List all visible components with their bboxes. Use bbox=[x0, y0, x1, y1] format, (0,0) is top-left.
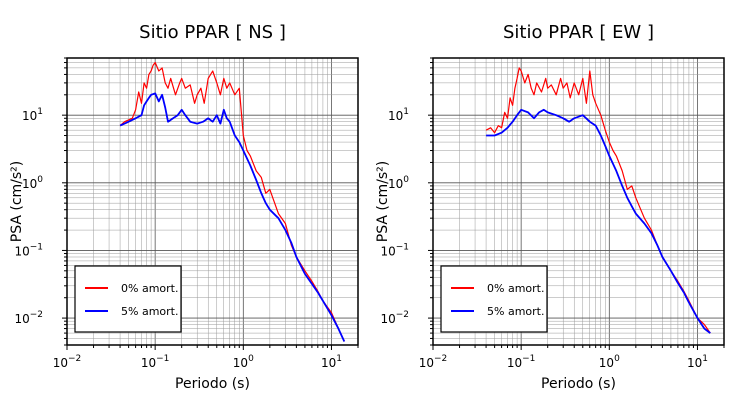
legend: 0% amort. 5% amort. bbox=[440, 265, 548, 333]
legend-box bbox=[440, 265, 548, 333]
legend-label: 5% amort. bbox=[121, 305, 178, 318]
plot-frame bbox=[432, 57, 725, 346]
chart-panel-2: 10−2 10−1 100 101 10−2 10−1 100 101 Sitio PPAR [… bbox=[375, 22, 725, 392]
legend: 0% amort. 5% amort. bbox=[74, 265, 182, 333]
y-tick-label: 10−1 bbox=[380, 242, 409, 258]
x-axis-label: Periodo (s) bbox=[541, 376, 616, 392]
series-line-5-amort bbox=[486, 108, 711, 334]
x-tick-label: 10−1 bbox=[141, 354, 170, 370]
y-tick-label: 100 bbox=[22, 175, 43, 191]
x-tick-label: 100 bbox=[599, 354, 620, 370]
chart-title: Sitio PPAR [ NS ] bbox=[139, 22, 286, 43]
chart-panel-1: 10−2 10−1 100 101 10−2 10−1 100 101 Sitio PPAR [… bbox=[9, 22, 359, 392]
y-tick-label: 10−2 bbox=[14, 310, 43, 326]
y-tick-label: 101 bbox=[388, 107, 409, 123]
x-tick-label: 10−2 bbox=[419, 354, 448, 370]
tick-marks bbox=[62, 57, 359, 350]
x-tick-label: 10−1 bbox=[507, 354, 536, 370]
x-tick-label: 10−2 bbox=[53, 354, 82, 370]
x-tick-label: 101 bbox=[687, 354, 708, 370]
legend-label: 0% amort. bbox=[487, 282, 544, 295]
series-line-0-amort bbox=[485, 67, 711, 334]
legend-label: 5% amort. bbox=[487, 305, 544, 318]
series-line-5-amort bbox=[119, 92, 346, 342]
y-tick-label: 100 bbox=[388, 175, 409, 191]
series-line-0-amort bbox=[119, 61, 345, 342]
x-axis-label: Periodo (s) bbox=[175, 376, 250, 392]
plot-frame bbox=[66, 57, 359, 346]
tick-marks bbox=[428, 57, 725, 350]
y-tick-label: 10−2 bbox=[380, 310, 409, 326]
y-tick-label: 101 bbox=[22, 107, 43, 123]
y-axis-label: PSA (cm/s²) bbox=[9, 161, 25, 243]
x-tick-label: 100 bbox=[233, 354, 254, 370]
chart-title: Sitio PPAR [ EW ] bbox=[503, 22, 654, 43]
legend-label: 0% amort. bbox=[121, 282, 178, 295]
y-axis-label: PSA (cm/s²) bbox=[375, 161, 391, 243]
x-tick-label: 101 bbox=[321, 354, 342, 370]
legend-box bbox=[74, 265, 182, 333]
y-tick-label: 10−1 bbox=[14, 242, 43, 258]
